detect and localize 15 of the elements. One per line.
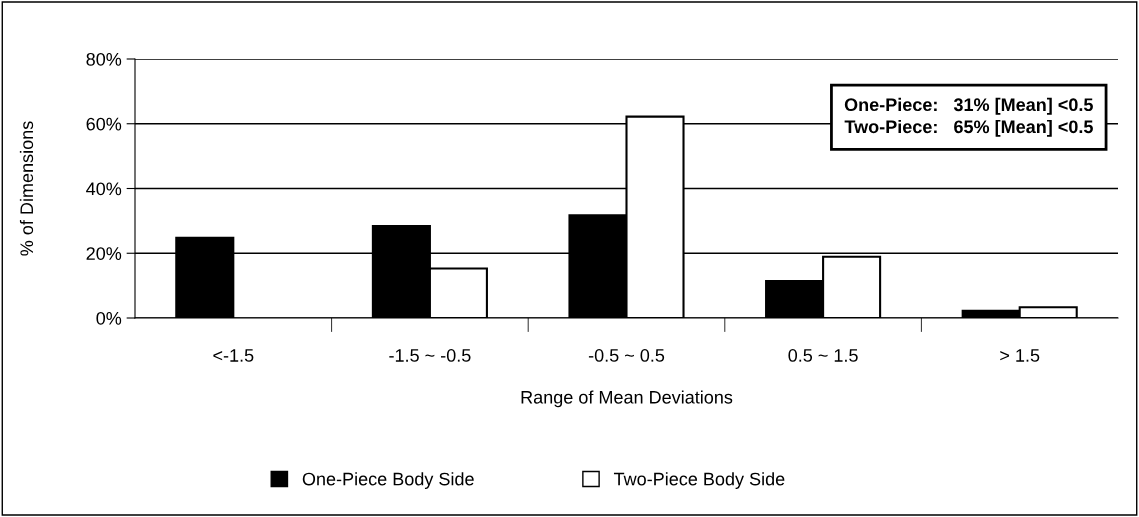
x-axis-title: Range of Mean Deviations xyxy=(521,390,733,408)
annotation: One-Piece: 31% [Mean] <0.5 Two-Piece: 65% [Mean] <0.5 xyxy=(844,97,1093,137)
x-tick-label: <-1.5 xyxy=(213,349,254,362)
y-tick-label: 0% xyxy=(96,311,122,325)
x-tick-label: -1.5 ~ -0.5 xyxy=(389,349,471,362)
y-tick-label: 80% xyxy=(86,52,122,66)
y-tick-label: 60% xyxy=(86,117,122,131)
x-tick-label: -0.5 ~ 0.5 xyxy=(588,349,665,362)
y-tick-label: 40% xyxy=(86,182,122,196)
legend-label: One-Piece Body Side xyxy=(302,472,474,489)
y-axis-title: % of Dimensions xyxy=(19,121,34,256)
x-tick-label: > 1.5 xyxy=(1000,349,1040,362)
x-tick-label: 0.5 ~ 1.5 xyxy=(788,349,858,362)
y-tick-label: 20% xyxy=(86,247,122,260)
legend-label: Two-Piece Body Side xyxy=(613,472,785,489)
